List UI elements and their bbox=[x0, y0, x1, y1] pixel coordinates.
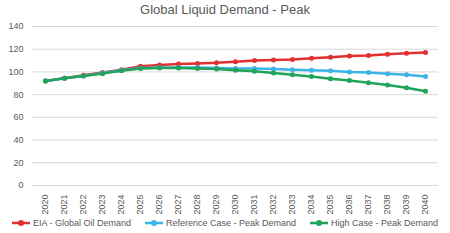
svg-text:2029: 2029 bbox=[211, 195, 221, 215]
svg-text:2022: 2022 bbox=[78, 195, 88, 215]
svg-text:2040: 2040 bbox=[420, 195, 430, 215]
svg-text:2035: 2035 bbox=[325, 195, 335, 215]
svg-text:140: 140 bbox=[8, 21, 23, 31]
svg-text:2023: 2023 bbox=[97, 195, 107, 215]
svg-text:2020: 2020 bbox=[40, 195, 50, 215]
svg-text:100: 100 bbox=[8, 67, 23, 77]
svg-text:20: 20 bbox=[13, 158, 23, 168]
html-text:High Case - Peak Demand: High Case - Peak Demand bbox=[331, 218, 439, 228]
svg-text:40: 40 bbox=[13, 135, 23, 145]
svg-text:0: 0 bbox=[18, 180, 23, 190]
svg-text:2028: 2028 bbox=[192, 195, 202, 215]
svg-text:2038: 2038 bbox=[382, 195, 392, 215]
svg-text:2033: 2033 bbox=[287, 195, 297, 215]
svg-text:120: 120 bbox=[8, 44, 23, 54]
html-text:Reference Case - Peak Demand: Reference Case - Peak Demand bbox=[166, 218, 296, 228]
svg-text:2036: 2036 bbox=[344, 195, 354, 215]
svg-text:2034: 2034 bbox=[306, 195, 316, 215]
svg-text:2026: 2026 bbox=[154, 195, 164, 215]
svg-text:80: 80 bbox=[13, 90, 23, 100]
svg-text:2039: 2039 bbox=[401, 195, 411, 215]
svg-text:2021: 2021 bbox=[59, 195, 69, 215]
html-text:Global Liquid Demand - Peak: Global Liquid Demand - Peak bbox=[140, 2, 310, 17]
svg-text:2032: 2032 bbox=[268, 195, 278, 215]
svg-text:2030: 2030 bbox=[230, 195, 240, 215]
svg-text:60: 60 bbox=[13, 112, 23, 122]
svg-text:2031: 2031 bbox=[249, 195, 259, 215]
svg-text:2027: 2027 bbox=[173, 195, 183, 215]
svg-text:2024: 2024 bbox=[116, 195, 126, 215]
svg-text:2025: 2025 bbox=[135, 195, 145, 215]
svg-text:2037: 2037 bbox=[363, 195, 373, 215]
html-text:EIA - Global Oil Demand: EIA - Global Oil Demand bbox=[32, 218, 131, 228]
